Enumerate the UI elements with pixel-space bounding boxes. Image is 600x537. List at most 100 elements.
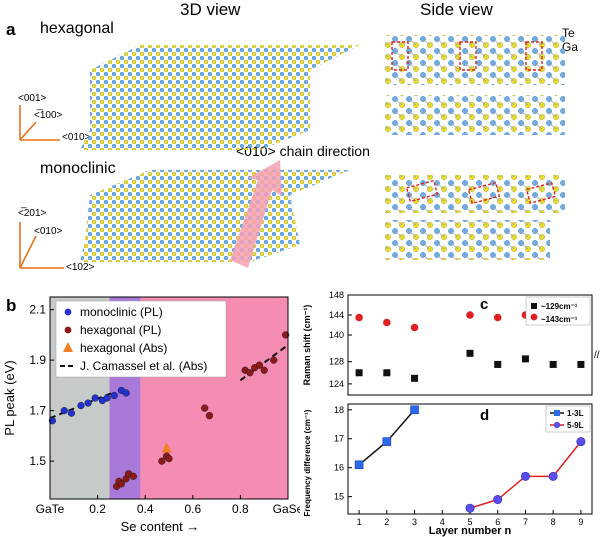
point-129	[466, 349, 474, 357]
monoclinic-side-view-top	[385, 175, 565, 213]
point-monoclinic-pl	[122, 389, 130, 397]
xtick-label: 4	[440, 517, 445, 527]
legend-marker-hexagonal-pl	[64, 326, 72, 334]
legend-box-c	[525, 296, 591, 326]
unit-box-2	[459, 41, 477, 71]
point-hexagonal-pl	[270, 356, 278, 364]
header-3d-view: 3D view	[180, 0, 241, 19]
legend-entry-d: 5-9L	[567, 421, 584, 430]
monoclinic-side-view-bottom	[385, 220, 550, 260]
legend-box-b	[55, 300, 227, 378]
xtick-label: 5	[467, 517, 472, 527]
point-hexagonal-pl	[255, 361, 264, 369]
point-5-9L	[465, 503, 475, 513]
ytick-label: 124	[329, 379, 344, 389]
point-143	[383, 318, 391, 327]
point-hexagonal-pl	[201, 404, 209, 412]
axis-mono-010: <010>	[34, 226, 63, 237]
hex-axes-arrows	[19, 105, 60, 141]
label-ga: Ga	[562, 40, 579, 54]
point-129	[494, 360, 502, 368]
hexagonal-3d-structure	[80, 45, 360, 150]
monoclinic-3d-structure	[80, 170, 350, 262]
ylabel-d: Frequency difference (cm⁻¹)	[303, 409, 312, 516]
legend-marker-5-9L	[553, 421, 561, 429]
panel-c-label: c	[480, 296, 488, 313]
axis-hex-001: <001>	[18, 93, 47, 104]
legend-entry-c: ~143cm⁻¹	[541, 315, 578, 324]
xlabel-d: Layer number n	[429, 525, 512, 537]
header-side-view: Side view	[420, 0, 493, 19]
ytick-label: 18	[334, 405, 344, 415]
panel-b-chart: 1.5 1.7 1.9 2.1 GaTe 0.2 0.4 0.6 0.8 GaSe PL peak …	[2, 296, 300, 534]
point-hexagonal-pl	[260, 366, 268, 374]
axis-mono-102: <102>	[66, 262, 95, 273]
point-hexagonal-pl	[117, 480, 126, 488]
ytick-label: 148	[329, 290, 344, 300]
ytick-label: 17	[334, 434, 344, 444]
point-129	[549, 360, 557, 368]
unit-box-1	[391, 41, 409, 71]
legend-box-d	[545, 405, 591, 433]
xtick-label: 0.4	[137, 502, 154, 516]
point-monoclinic-pl	[77, 401, 85, 410]
legend-marker-1-3L	[554, 410, 560, 416]
point-143	[355, 313, 363, 322]
xtick-label: 0.6	[184, 502, 201, 516]
xtick-label: 6	[495, 517, 500, 527]
ylabel-c: Raman shift (cm⁻¹)	[302, 305, 312, 386]
point-1-3L	[382, 437, 392, 446]
line-1-3L	[358, 409, 416, 466]
chain-direction-arrow	[230, 160, 282, 268]
point-5-9L	[493, 495, 503, 505]
mono-axes-arrows	[19, 222, 64, 269]
legend-entry-c: ~129cm⁻¹	[541, 302, 578, 311]
ytick-label: 1.5	[29, 454, 46, 468]
ytick-label: 16	[334, 463, 344, 473]
plot-frame-b	[49, 296, 289, 500]
point-hexagonal-pl	[246, 369, 254, 377]
point-129	[383, 369, 391, 377]
xtick-label: 3	[412, 517, 417, 527]
xtick-label: 1	[357, 517, 362, 527]
label-chain-direction: <010> chain direction	[236, 143, 370, 159]
point-5-9L	[548, 471, 558, 481]
xtick-label: 2	[384, 517, 389, 527]
legend-entry-b: J. Camassel et al. (Abs)	[80, 359, 207, 373]
xtick-label: GaSe	[273, 502, 300, 516]
panel-c-chart: 124 128 140 144 148 // Raman shift (cm⁻¹) c ~129…	[302, 290, 600, 396]
panel-d-chart: 15 16 17 18 1 2 3 4 5 6 7 8 9 Frequency difference (c…	[303, 403, 593, 537]
ytick-label: 15	[334, 492, 344, 502]
xtick-label: 9	[578, 517, 583, 527]
point-monoclinic-pl	[60, 407, 68, 415]
point-monoclinic-pl	[67, 409, 76, 417]
xtick-label: 8	[551, 517, 556, 527]
point-143	[493, 313, 502, 322]
point-1-3L	[354, 460, 364, 470]
unit-box-6	[525, 182, 557, 204]
point-129	[577, 360, 585, 368]
point-5-9L	[576, 437, 586, 447]
xtick-label: GaTe	[36, 502, 65, 516]
point-hexagonal-pl	[282, 331, 290, 339]
axis-mono-201: <̅201>	[18, 208, 47, 219]
point-monoclinic-pl	[103, 394, 111, 402]
panel-a-structures	[19, 35, 565, 269]
legend-entry-d: 1-3L	[567, 409, 584, 418]
legend-marker-monoclinic	[64, 308, 72, 316]
ytick-label: 1.9	[29, 353, 46, 367]
plot-frame-c	[347, 294, 593, 396]
ytick-label: 2.1	[29, 303, 46, 317]
legend-marker-143	[530, 313, 538, 321]
xlabel-b: Se content →	[121, 519, 200, 534]
ytick-label: 128	[329, 357, 344, 367]
legend-entry-b: hexagonal (PL)	[80, 323, 161, 337]
ylabel-b: PL peak (eV)	[2, 360, 17, 435]
panel-b-label: b	[6, 296, 17, 315]
point-monoclinic-pl	[110, 391, 118, 400]
axis-hex-010: <010>	[62, 132, 91, 143]
hexagonal-side-view-bottom	[385, 95, 565, 135]
label-monoclinic: monoclinic	[40, 160, 116, 177]
axis-break-mark: //	[594, 350, 600, 361]
